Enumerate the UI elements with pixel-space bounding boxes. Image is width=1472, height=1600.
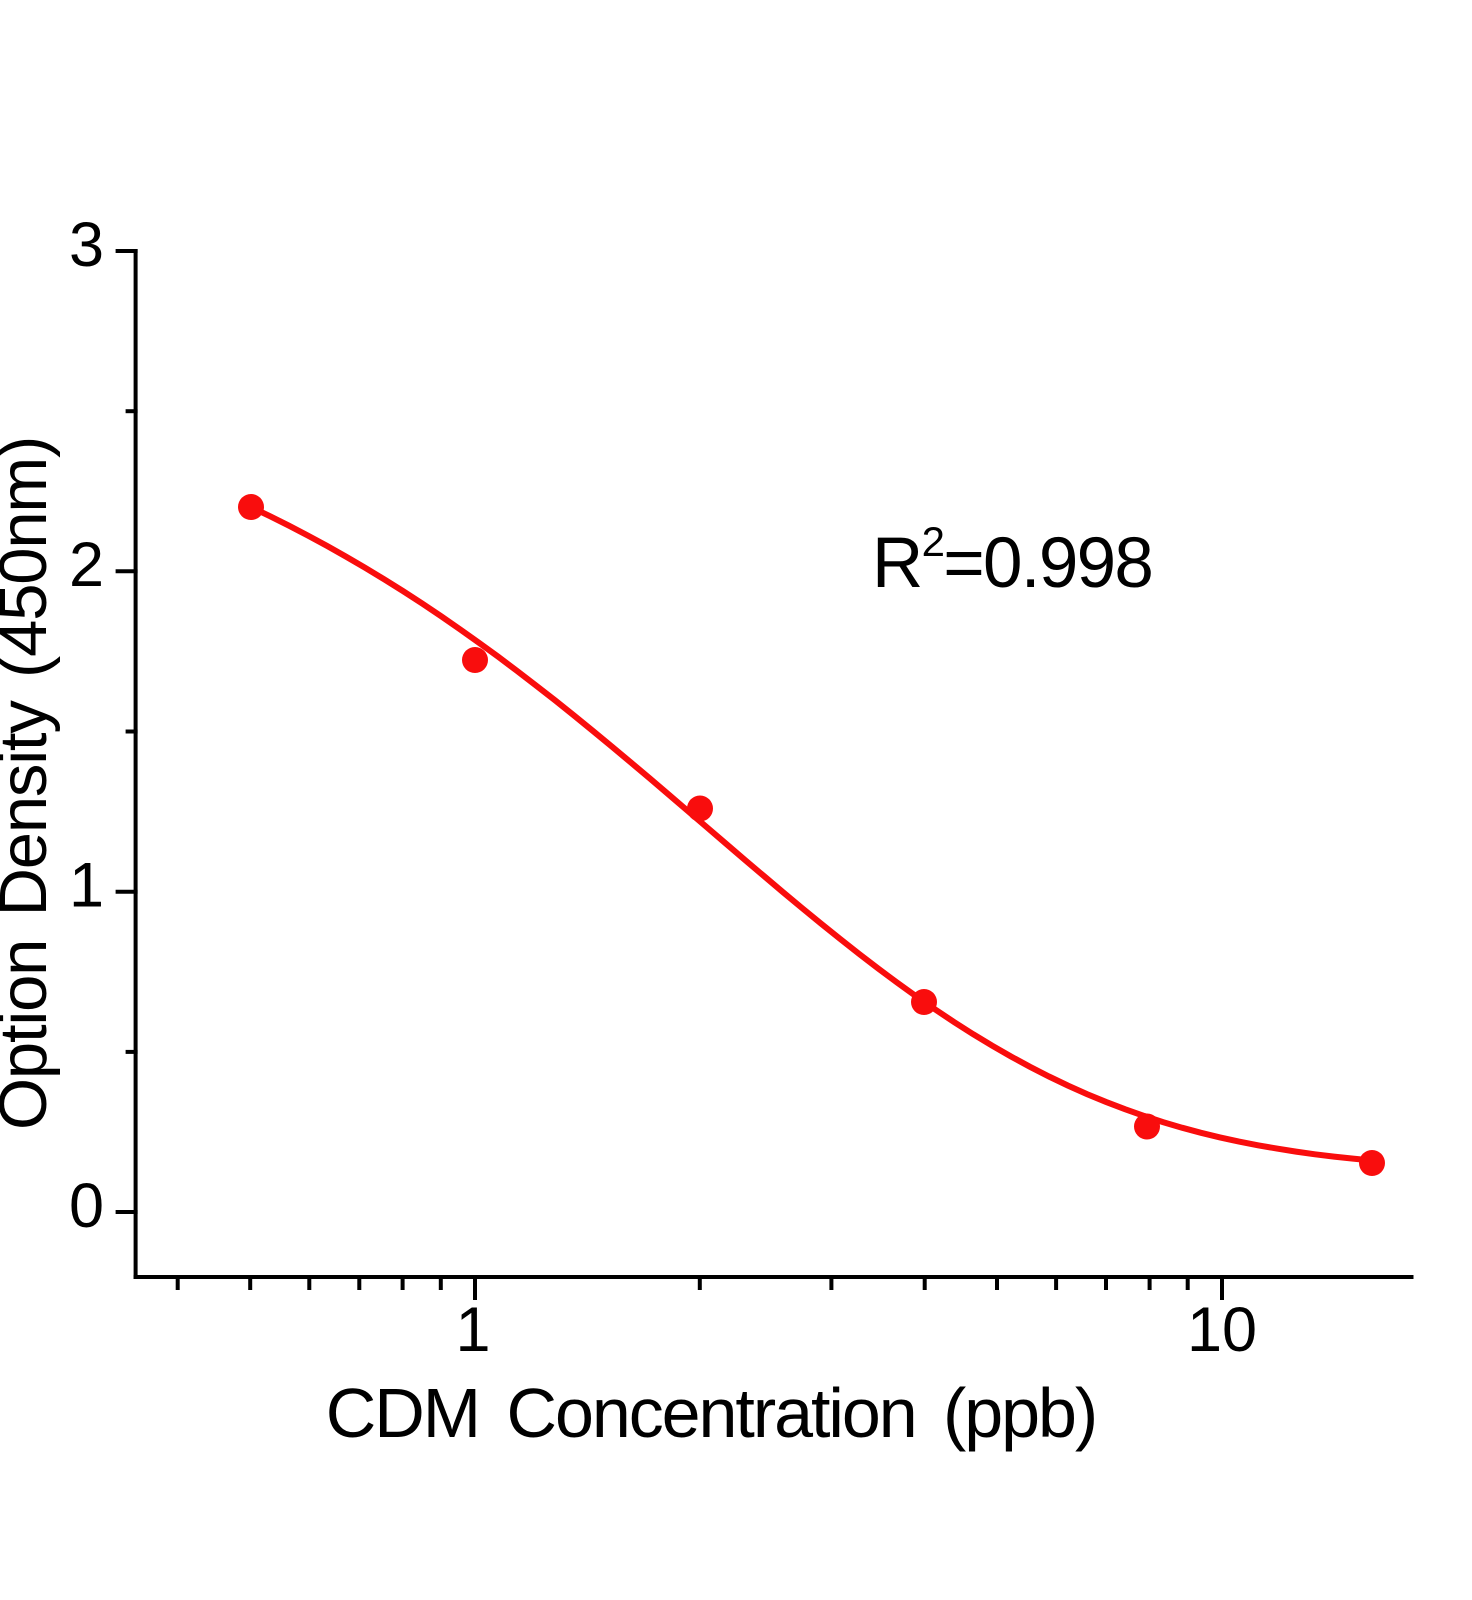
svg-text:2: 2: [69, 530, 104, 600]
svg-text:0: 0: [69, 1171, 104, 1241]
svg-text:1: 1: [69, 851, 104, 921]
svg-text:10: 10: [1187, 1295, 1257, 1365]
svg-text:3: 3: [69, 210, 104, 280]
svg-text:Option Density (450nm): Option Density (450nm): [0, 437, 61, 1130]
svg-text:1: 1: [455, 1295, 490, 1365]
svg-text:CDM Concentration (ppb): CDM Concentration (ppb): [326, 1374, 1096, 1452]
svg-text:R2=0.998: R2=0.998: [872, 518, 1152, 603]
